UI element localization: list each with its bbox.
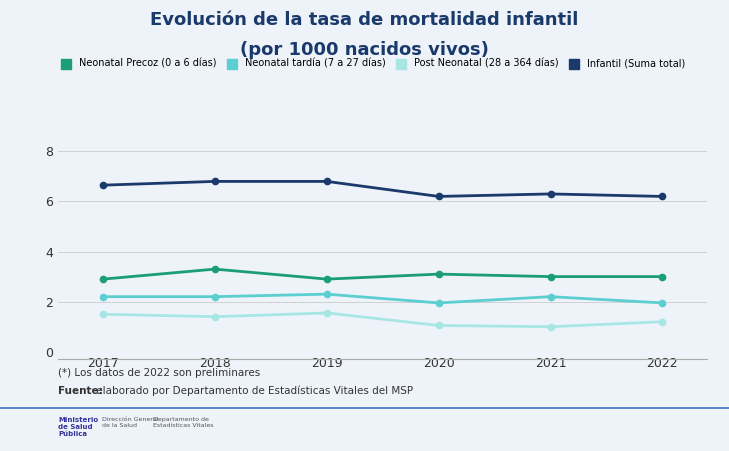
Text: Departamento de
Estadísticas Vitales: Departamento de Estadísticas Vitales (153, 417, 214, 428)
Text: elaborado por Departamento de Estadísticas Vitales del MSP: elaborado por Departamento de Estadístic… (93, 386, 413, 396)
Text: Ministerio
de Salud
Pública: Ministerio de Salud Pública (58, 417, 98, 437)
Text: Evolución de la tasa de mortalidad infantil: Evolución de la tasa de mortalidad infan… (150, 11, 579, 29)
Text: (*) Los datos de 2022 son preliminares: (*) Los datos de 2022 son preliminares (58, 368, 260, 377)
Text: Fuente:: Fuente: (58, 386, 103, 396)
Legend: Neonatal Precoz (0 a 6 días), Neonatal tardía (7 a 27 días), Post Neonatal (28 a: Neonatal Precoz (0 a 6 días), Neonatal t… (57, 59, 685, 69)
Text: Dirección General
de la Salud: Dirección General de la Salud (102, 417, 159, 428)
Text: (por 1000 nacidos vivos): (por 1000 nacidos vivos) (240, 41, 489, 60)
